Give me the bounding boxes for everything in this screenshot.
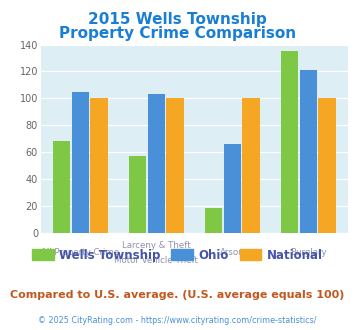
Bar [148, 94, 165, 233]
Bar [224, 144, 241, 233]
Text: © 2025 CityRating.com - https://www.cityrating.com/crime-statistics/: © 2025 CityRating.com - https://www.city… [38, 316, 317, 325]
Text: Motor Vehicle Theft: Motor Vehicle Theft [114, 256, 198, 265]
Bar [300, 70, 317, 233]
Bar [166, 98, 184, 233]
Text: Arson: Arson [220, 248, 245, 257]
Text: Property Crime Comparison: Property Crime Comparison [59, 26, 296, 41]
Bar [53, 141, 71, 233]
Bar [281, 51, 299, 233]
Bar [242, 98, 260, 233]
Text: Compared to U.S. average. (U.S. average equals 100): Compared to U.S. average. (U.S. average … [10, 290, 345, 300]
Bar [205, 209, 223, 233]
Text: Larceny & Theft: Larceny & Theft [122, 241, 191, 250]
Bar [318, 98, 336, 233]
Bar [90, 98, 108, 233]
Text: 2015 Wells Township: 2015 Wells Township [88, 12, 267, 26]
Bar [72, 92, 89, 233]
Bar [129, 156, 147, 233]
Legend: Wells Township, Ohio, National: Wells Township, Ohio, National [28, 244, 327, 266]
Text: All Property Crime: All Property Crime [41, 248, 119, 257]
Text: Burglary: Burglary [290, 248, 327, 257]
